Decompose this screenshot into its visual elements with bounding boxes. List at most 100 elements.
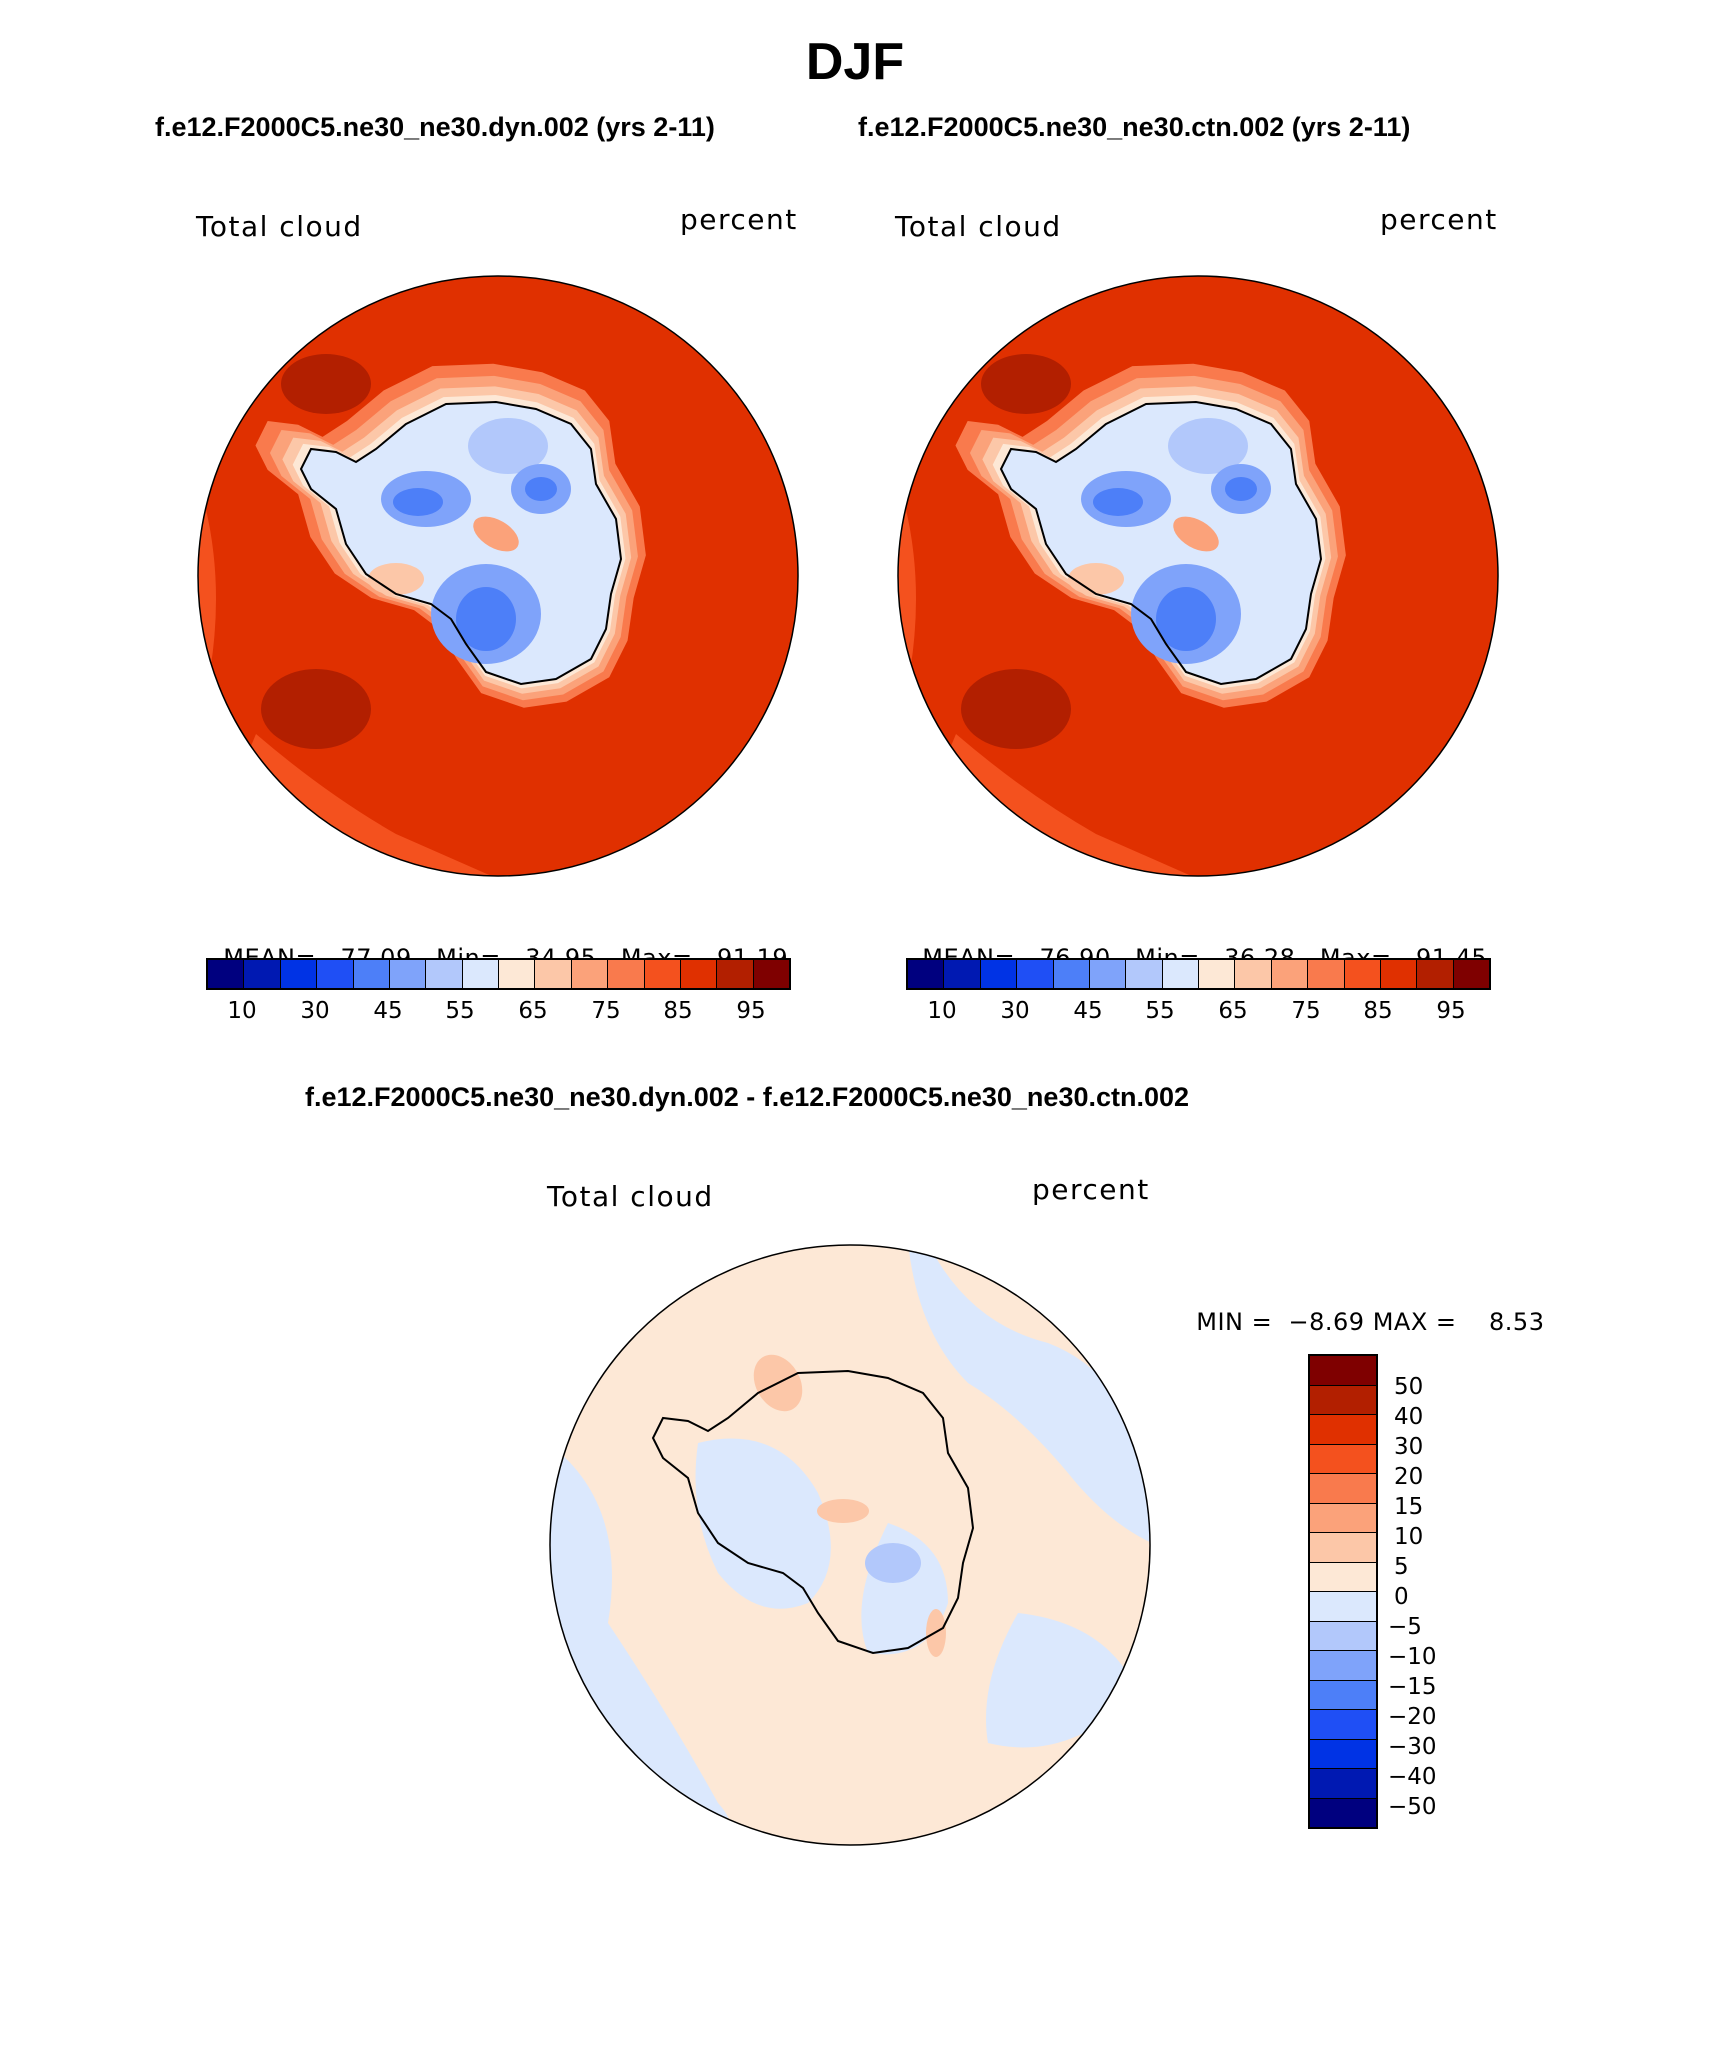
negative-region xyxy=(695,1438,831,1609)
colorbar-swatch xyxy=(717,960,754,988)
colorbar-swatch xyxy=(1310,1415,1376,1445)
diff-tick-label: −40 xyxy=(1388,1764,1437,1790)
interior-low-cloud xyxy=(1168,418,1248,474)
panel2-tick-label: 30 xyxy=(1000,998,1030,1024)
negative-region xyxy=(908,1245,1150,1543)
panel1-variable: Total cloud xyxy=(196,210,363,243)
colorbar-swatch xyxy=(1380,960,1418,988)
diff-variable: Total cloud xyxy=(547,1180,714,1213)
colorbar-swatch xyxy=(244,960,281,988)
colorbar-swatch xyxy=(499,960,536,988)
colorbar-swatch xyxy=(571,960,609,988)
map-group xyxy=(550,1245,1150,1845)
panel1-colorbar-ticks: 10 30 45 55 65 75 85 95 xyxy=(206,998,791,1028)
diff-tick-label: 20 xyxy=(1394,1464,1424,1490)
interior-high-cloud xyxy=(1068,563,1124,595)
colorbar-swatch xyxy=(426,960,463,988)
colorbar-swatch xyxy=(1310,1533,1376,1563)
panel1-tick-label: 45 xyxy=(373,998,403,1024)
left-run-subtitle: f.e12.F2000C5.ne30_ne30.dyn.002 (yrs 2-1… xyxy=(155,112,715,142)
colorbar-swatch xyxy=(1310,1562,1376,1592)
colorbar-swatch xyxy=(1308,960,1345,988)
colorbar-swatch xyxy=(1126,960,1163,988)
panel1-tick-label: 65 xyxy=(518,998,548,1024)
panel1-tick-label: 10 xyxy=(227,998,257,1024)
panel2-tick-label: 75 xyxy=(1291,998,1321,1024)
colorbar-swatch xyxy=(753,960,789,988)
colorbar-swatch xyxy=(1310,1444,1376,1474)
colorbar-swatch xyxy=(1310,1710,1376,1740)
colorbar-swatch xyxy=(1310,1739,1376,1769)
diff-colorbar-ticks: 50 40 30 20 15 10 5 0 −5 −10 −15 −20 −30… xyxy=(1388,1354,1478,1844)
interior-high-cloud xyxy=(1173,516,1219,552)
panel1-units: percent xyxy=(680,203,798,236)
panel1-tick-label: 95 xyxy=(736,998,766,1024)
diff-max: 8.53 xyxy=(1489,1308,1545,1336)
antarctica-coastline xyxy=(651,1369,975,1655)
colorbar-swatch xyxy=(1310,1651,1376,1681)
diff-stats: MIN = −8.69 MAX = 8.53 xyxy=(1180,1280,1544,1336)
colorbar-swatch xyxy=(208,960,245,988)
colorbar-swatch xyxy=(680,960,718,988)
panel2-colorbar-ticks: 10 30 45 55 65 75 85 95 xyxy=(906,998,1491,1028)
colorbar-swatch xyxy=(1310,1356,1376,1386)
colorbar-swatch xyxy=(908,960,945,988)
colorbar-swatch xyxy=(980,960,1018,988)
diff-tick-label: −20 xyxy=(1388,1704,1437,1730)
colorbar-swatch xyxy=(1199,960,1236,988)
map-boundary xyxy=(197,275,799,877)
dark-cloud-patch xyxy=(261,669,371,749)
diff-tick-label: 5 xyxy=(1394,1554,1409,1580)
colorbar-swatch xyxy=(353,960,390,988)
colorbar-swatch xyxy=(1310,1385,1376,1415)
colorbar-swatch xyxy=(1310,1592,1376,1622)
interior-low-cloud xyxy=(1225,477,1257,501)
map-group xyxy=(898,276,1498,876)
interior-high-cloud xyxy=(368,563,424,595)
panel1-tick-label: 75 xyxy=(591,998,621,1024)
diff-tick-label: 50 xyxy=(1394,1374,1424,1400)
diff-tick-label: −30 xyxy=(1388,1734,1437,1760)
diff-max-label: MAX = xyxy=(1372,1308,1457,1336)
panel2-tick-label: 65 xyxy=(1218,998,1248,1024)
map-boundary xyxy=(897,275,1499,877)
colorbar-swatch xyxy=(1310,1680,1376,1710)
diff-tick-label: −10 xyxy=(1388,1644,1437,1670)
colorbar-swatch xyxy=(535,960,572,988)
colorbar-swatch xyxy=(944,960,981,988)
panel2-tick-label: 55 xyxy=(1145,998,1175,1024)
colorbar-swatch xyxy=(389,960,427,988)
colorbar-swatch xyxy=(1053,960,1090,988)
panel2-variable: Total cloud xyxy=(895,210,1062,243)
panel1-tick-label: 55 xyxy=(445,998,475,1024)
diff-colorbar xyxy=(1308,1354,1378,1829)
interior-low-cloud xyxy=(456,587,516,651)
colorbar-swatch xyxy=(1310,1769,1376,1799)
colorbar-swatch xyxy=(1235,960,1272,988)
diff-tick-label: 40 xyxy=(1394,1404,1424,1430)
diff-min: −8.69 xyxy=(1288,1308,1365,1336)
interior-low-cloud xyxy=(1093,488,1143,516)
diff-tick-label: 15 xyxy=(1394,1494,1424,1520)
colorbar-swatch xyxy=(1310,1503,1376,1533)
diff-units: percent xyxy=(1032,1173,1150,1206)
colorbar-swatch xyxy=(1310,1474,1376,1504)
map-boundary xyxy=(549,1244,1151,1846)
antarctica-coastline xyxy=(299,400,623,686)
colorbar-swatch xyxy=(1310,1621,1376,1651)
panel2-tick-label: 10 xyxy=(927,998,957,1024)
diff-tick-label: −50 xyxy=(1388,1794,1437,1820)
panel2-tick-label: 45 xyxy=(1073,998,1103,1024)
interior-low-cloud xyxy=(393,488,443,516)
negative-core xyxy=(865,1543,921,1583)
diff-tick-label: 30 xyxy=(1394,1434,1424,1460)
colorbar-swatch xyxy=(280,960,318,988)
interior-low-cloud xyxy=(525,477,557,501)
panel1-tick-label: 85 xyxy=(663,998,693,1024)
diff-tick-label: 0 xyxy=(1394,1584,1409,1610)
panel2-tick-label: 85 xyxy=(1363,998,1393,1024)
difference-subtitle: f.e12.F2000C5.ne30_ne30.dyn.002 - f.e12.… xyxy=(305,1082,1190,1112)
dark-cloud-patch xyxy=(981,354,1071,414)
colorbar-swatch xyxy=(1417,960,1454,988)
antarctica-coastline xyxy=(999,400,1323,686)
